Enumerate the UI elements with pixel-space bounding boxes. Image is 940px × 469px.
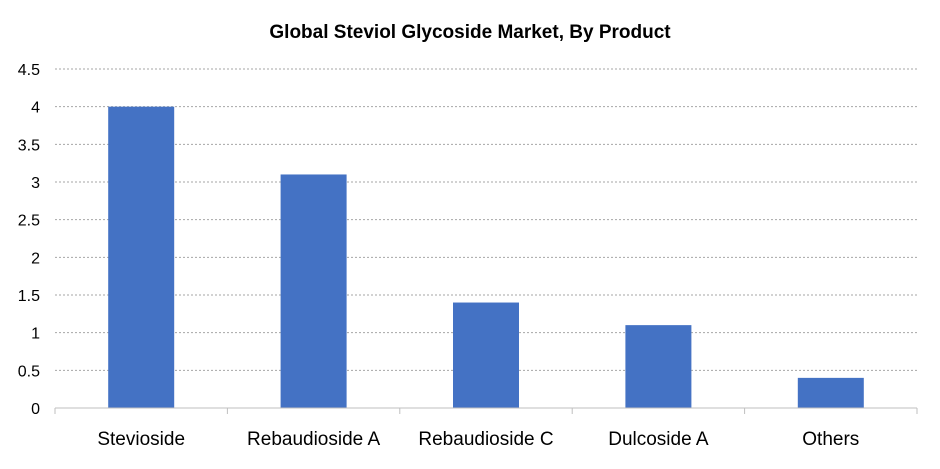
bar-dulcoside-a [625, 325, 692, 408]
bar-rebaudioside-c [453, 302, 519, 408]
y-tick-label: 0.5 [18, 363, 40, 380]
y-tick-label: 0 [31, 401, 40, 418]
x-tick-label: Rebaudioside C [418, 429, 553, 450]
y-axis-ticks: 0 0.5 1 1.5 2 2.5 3 3.5 4 4.5 [18, 62, 40, 418]
x-axis-ticks: Stevioside Rebaudioside A Rebaudioside C Du… [97, 429, 859, 450]
x-tick-label: Stevioside [97, 429, 185, 450]
x-axis [54, 407, 918, 414]
bar-others [797, 377, 864, 408]
bars [108, 106, 864, 409]
x-tick-label: Dulcoside A [608, 429, 709, 450]
bar-rebaudioside-a [280, 174, 347, 408]
bar-stevioside [108, 106, 175, 409]
y-tick-label: 2.5 [18, 213, 40, 230]
y-tick-label: 1.5 [18, 288, 40, 305]
y-tick-label: 4.5 [18, 62, 40, 79]
y-tick-label: 2 [31, 250, 40, 267]
y-tick-label: 4 [31, 100, 40, 117]
x-tick-label: Others [802, 429, 859, 450]
y-tick-label: 1 [31, 326, 40, 343]
y-tick-label: 3 [31, 175, 40, 192]
chart-title: Global Steviol Glycoside Market, By Prod… [269, 22, 671, 43]
x-tick-label: Rebaudioside A [247, 429, 380, 450]
y-tick-label: 3.5 [18, 137, 40, 154]
